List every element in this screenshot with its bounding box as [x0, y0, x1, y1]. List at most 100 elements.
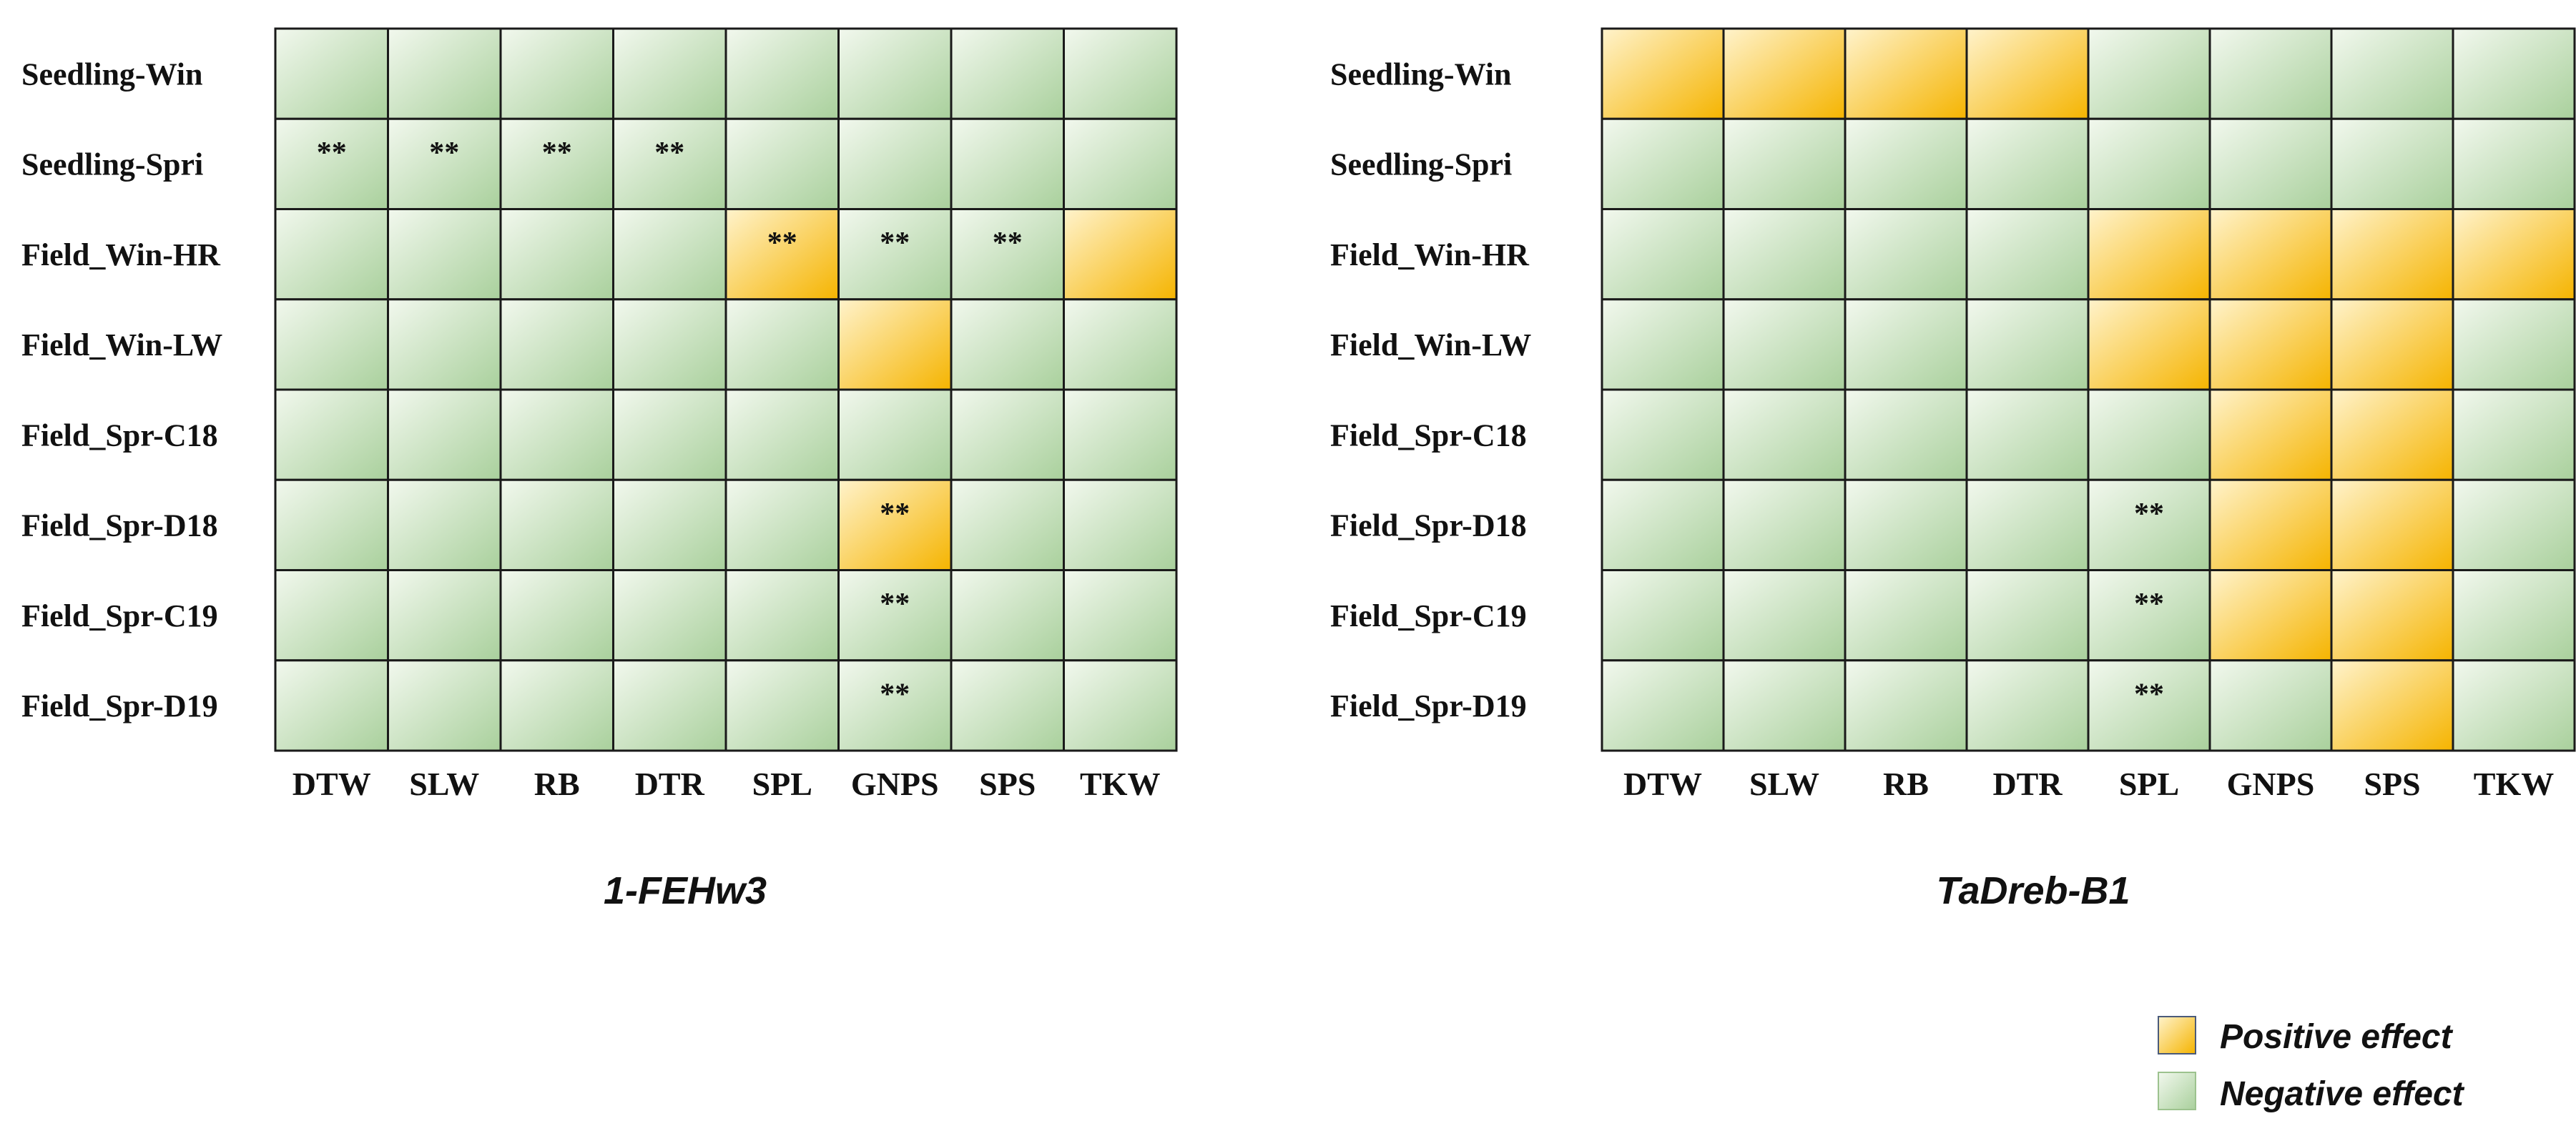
heatmap-cell-seedling-spri-tkw	[2452, 117, 2576, 210]
column-label-tkw: TKW	[1080, 766, 1160, 802]
heatmap-cell-field-spr-d19-gnps	[2208, 659, 2333, 752]
column-label-dtr: DTR	[635, 766, 705, 802]
heatmap-cell-field-win-lw-sps	[950, 298, 1065, 391]
heatmap-cell-field-spr-c18-spl	[724, 388, 840, 481]
row-label-field-spr-d18: Field_Spr-D18	[1330, 508, 1527, 543]
heatmap-cell-seedling-win-dtw	[1601, 27, 1725, 120]
significance-marker: **	[993, 227, 1023, 260]
significance-marker: **	[429, 137, 459, 169]
heatmap-cell-field-spr-d18-gnps	[837, 478, 953, 571]
heatmap-cell-field-win-lw-rb	[1844, 298, 1968, 391]
heatmap-cell-field-win-hr-dtr	[612, 208, 727, 301]
significance-marker: **	[767, 227, 797, 260]
significance-marker: **	[2134, 678, 2164, 711]
heatmap-cell-seedling-win-tkw	[1063, 27, 1178, 120]
column-label-spl: SPL	[2119, 766, 2179, 802]
heatmap-cell-field-spr-d18-tkw	[1063, 478, 1178, 571]
column-label-sps: SPS	[979, 766, 1036, 802]
heatmap-cell-seedling-spri-sps	[2330, 117, 2454, 210]
heatmap-cell-field-win-hr-gnps	[837, 208, 953, 301]
heatmap-cell-field-win-hr-dtr	[1965, 208, 2090, 301]
significance-marker: **	[2134, 588, 2164, 621]
heatmap-cell-seedling-win-spl	[724, 27, 840, 120]
heatmap-cell-field-win-hr-dtw	[274, 208, 389, 301]
heatmap-cell-field-spr-d18-slw	[1722, 478, 1847, 571]
heatmap-cell-field-spr-c18-gnps	[2208, 388, 2333, 481]
heatmap-cell-field-win-lw-slw	[387, 298, 502, 391]
heatmap-cell-field-spr-d19-rb	[499, 659, 614, 752]
column-label-sps: SPS	[2364, 766, 2420, 802]
heatmap-cell-field-spr-d18-spl	[724, 478, 840, 571]
row-label-field-spr-c18: Field_Spr-C18	[21, 418, 218, 453]
heatmap-cell-field-spr-c19-dtw	[274, 569, 389, 662]
row-label-field-spr-c19: Field_Spr-C19	[1330, 598, 1527, 633]
significance-marker: **	[880, 498, 910, 530]
column-label-dtw: DTW	[1623, 766, 1702, 802]
column-label-slw: SLW	[1749, 766, 1819, 802]
heatmap-cell-field-spr-d19-spl	[2087, 659, 2211, 752]
heatmap-cell-field-spr-c19-rb	[499, 569, 614, 662]
heatmap-cell-field-win-lw-dtr	[1965, 298, 2090, 391]
heatmap-cell-field-spr-c19-rb	[1844, 569, 1968, 662]
heatmap-tadreb-b1: Seedling-Win Seedling-Spri Field_Win-HR Fie…	[1330, 27, 2576, 802]
heatmap-cell-seedling-spri-rb	[1844, 117, 1968, 210]
heatmap-cell-seedling-win-dtw	[274, 27, 389, 120]
heatmap-cell-field-spr-d19-tkw	[2452, 659, 2576, 752]
heatmap-cell-field-win-hr-slw	[1722, 208, 1847, 301]
heatmap-cell-field-win-hr-spl	[2087, 208, 2211, 301]
significance-marker: **	[880, 588, 910, 621]
row-label-field-spr-c18: Field_Spr-C18	[1330, 418, 1527, 453]
legend: Positive effect Negative effect	[2158, 1016, 2465, 1113]
heatmap-cell-field-win-lw-dtw	[274, 298, 389, 391]
column-label-gnps: GNPS	[2227, 766, 2315, 802]
row-label-field-win-hr: Field_Win-HR	[1330, 237, 1530, 272]
heatmap-cell-field-win-lw-tkw	[1063, 298, 1178, 391]
heatmap-cell-field-spr-d19-tkw	[1063, 659, 1178, 752]
heatmap-cell-seedling-win-rb	[1844, 27, 1968, 120]
heatmap-cell-seedling-spri-gnps	[837, 117, 953, 210]
heatmap-cell-field-spr-c19-gnps	[2208, 569, 2333, 662]
heatmap-cell-field-spr-d18-dtr	[1965, 478, 2090, 571]
heatmap-cell-field-spr-c18-sps	[2330, 388, 2454, 481]
heatmap-cell-seedling-win-slw	[387, 27, 502, 120]
row-label-field-spr-d19: Field_Spr-D19	[21, 688, 218, 723]
row-label-seedling-win: Seedling-Win	[21, 56, 202, 92]
heatmap-cell-field-win-lw-dtr	[612, 298, 727, 391]
heatmap-cell-field-spr-c18-rb	[1844, 388, 1968, 481]
heatmap-cell-field-spr-c19-dtr	[612, 569, 727, 662]
heatmap-cell-field-spr-d19-dtr	[612, 659, 727, 752]
heatmap-cell-seedling-spri-rb	[499, 117, 614, 210]
column-label-gnps: GNPS	[851, 766, 939, 802]
heatmap-cell-field-spr-c18-dtw	[274, 388, 389, 481]
heatmap-cell-field-win-hr-dtw	[1601, 208, 1725, 301]
heatmap-cell-field-spr-d19-sps	[2330, 659, 2454, 752]
heatmap-cell-seedling-spri-slw	[387, 117, 502, 210]
heatmap-cell-seedling-spri-dtr	[1965, 117, 2090, 210]
heatmap-cell-field-spr-c18-rb	[499, 388, 614, 481]
row-label-field-win-lw: Field_Win-LW	[1330, 327, 1531, 362]
column-label-rb: RB	[1883, 766, 1929, 802]
heatmap-cell-field-spr-d19-dtr	[1965, 659, 2090, 752]
legend-positive-swatch	[2158, 1016, 2196, 1054]
heatmap-cell-seedling-spri-tkw	[1063, 117, 1178, 210]
heatmap-cell-field-spr-d18-gnps	[2208, 478, 2333, 571]
heatmap-cell-field-win-lw-dtw	[1601, 298, 1725, 391]
heatmap-cell-seedling-spri-dtw	[1601, 117, 1725, 210]
significance-marker: **	[654, 137, 684, 169]
legend-positive-label: Positive effect	[2220, 1018, 2454, 1056]
heatmap-cell-seedling-spri-dtw	[274, 117, 389, 210]
heatmap-cell-seedling-win-tkw	[2452, 27, 2576, 120]
panel-title-tadreb-b1: TaDreb-B1	[1936, 869, 2130, 912]
heatmap-cell-field-win-hr-gnps	[2208, 208, 2333, 301]
row-label-seedling-spri: Seedling-Spri	[1330, 147, 1512, 182]
significance-marker: **	[317, 137, 347, 169]
heatmap-cell-field-win-lw-gnps	[837, 298, 953, 391]
heatmap-cell-seedling-spri-slw	[1722, 117, 1847, 210]
heatmap-cell-field-spr-d18-rb	[1844, 478, 1968, 571]
heatmap-cell-field-spr-c18-tkw	[1063, 388, 1178, 481]
row-label-field-spr-c19: Field_Spr-C19	[21, 598, 218, 633]
heatmap-cell-field-spr-d19-gnps	[837, 659, 953, 752]
heatmap-cell-field-spr-c19-slw	[387, 569, 502, 662]
column-label-slw: SLW	[409, 766, 479, 802]
heatmap-cell-field-spr-d18-dtr	[612, 478, 727, 571]
